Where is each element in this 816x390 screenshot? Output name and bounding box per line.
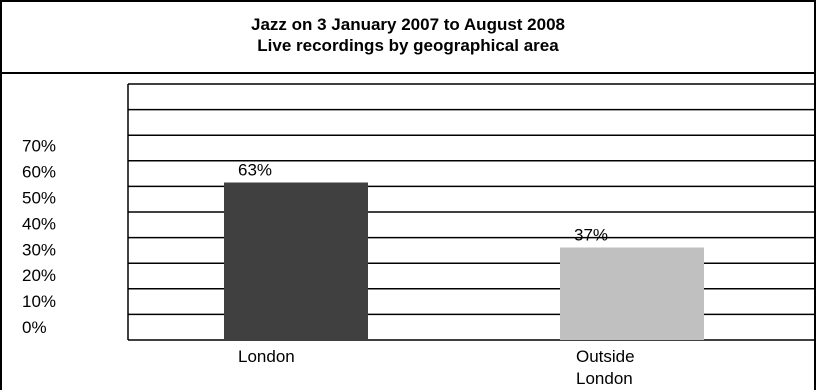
category-label: London — [576, 369, 633, 388]
category-label: Outside — [576, 347, 635, 366]
y-tick-label: 50% — [22, 189, 56, 208]
y-tick-label: 0% — [22, 318, 47, 337]
y-tick-label: 30% — [22, 240, 56, 259]
data-label: 37% — [574, 226, 608, 245]
y-tick-label: 40% — [22, 214, 56, 233]
y-tick-label: 20% — [22, 266, 56, 285]
y-tick-label: 70% — [22, 137, 56, 156]
chart-title: Jazz on 3 January 2007 to August 2008 — [251, 15, 565, 34]
chart-subtitle: Live recordings by geographical area — [257, 36, 559, 55]
bar — [224, 182, 368, 340]
chart-title-box: Jazz on 3 January 2007 to August 2008 Li… — [0, 0, 816, 74]
bar — [560, 247, 704, 340]
y-tick-label: 60% — [22, 163, 56, 182]
data-label: 63% — [238, 161, 272, 180]
y-tick-label: 10% — [22, 292, 56, 311]
category-label: London — [238, 347, 295, 366]
